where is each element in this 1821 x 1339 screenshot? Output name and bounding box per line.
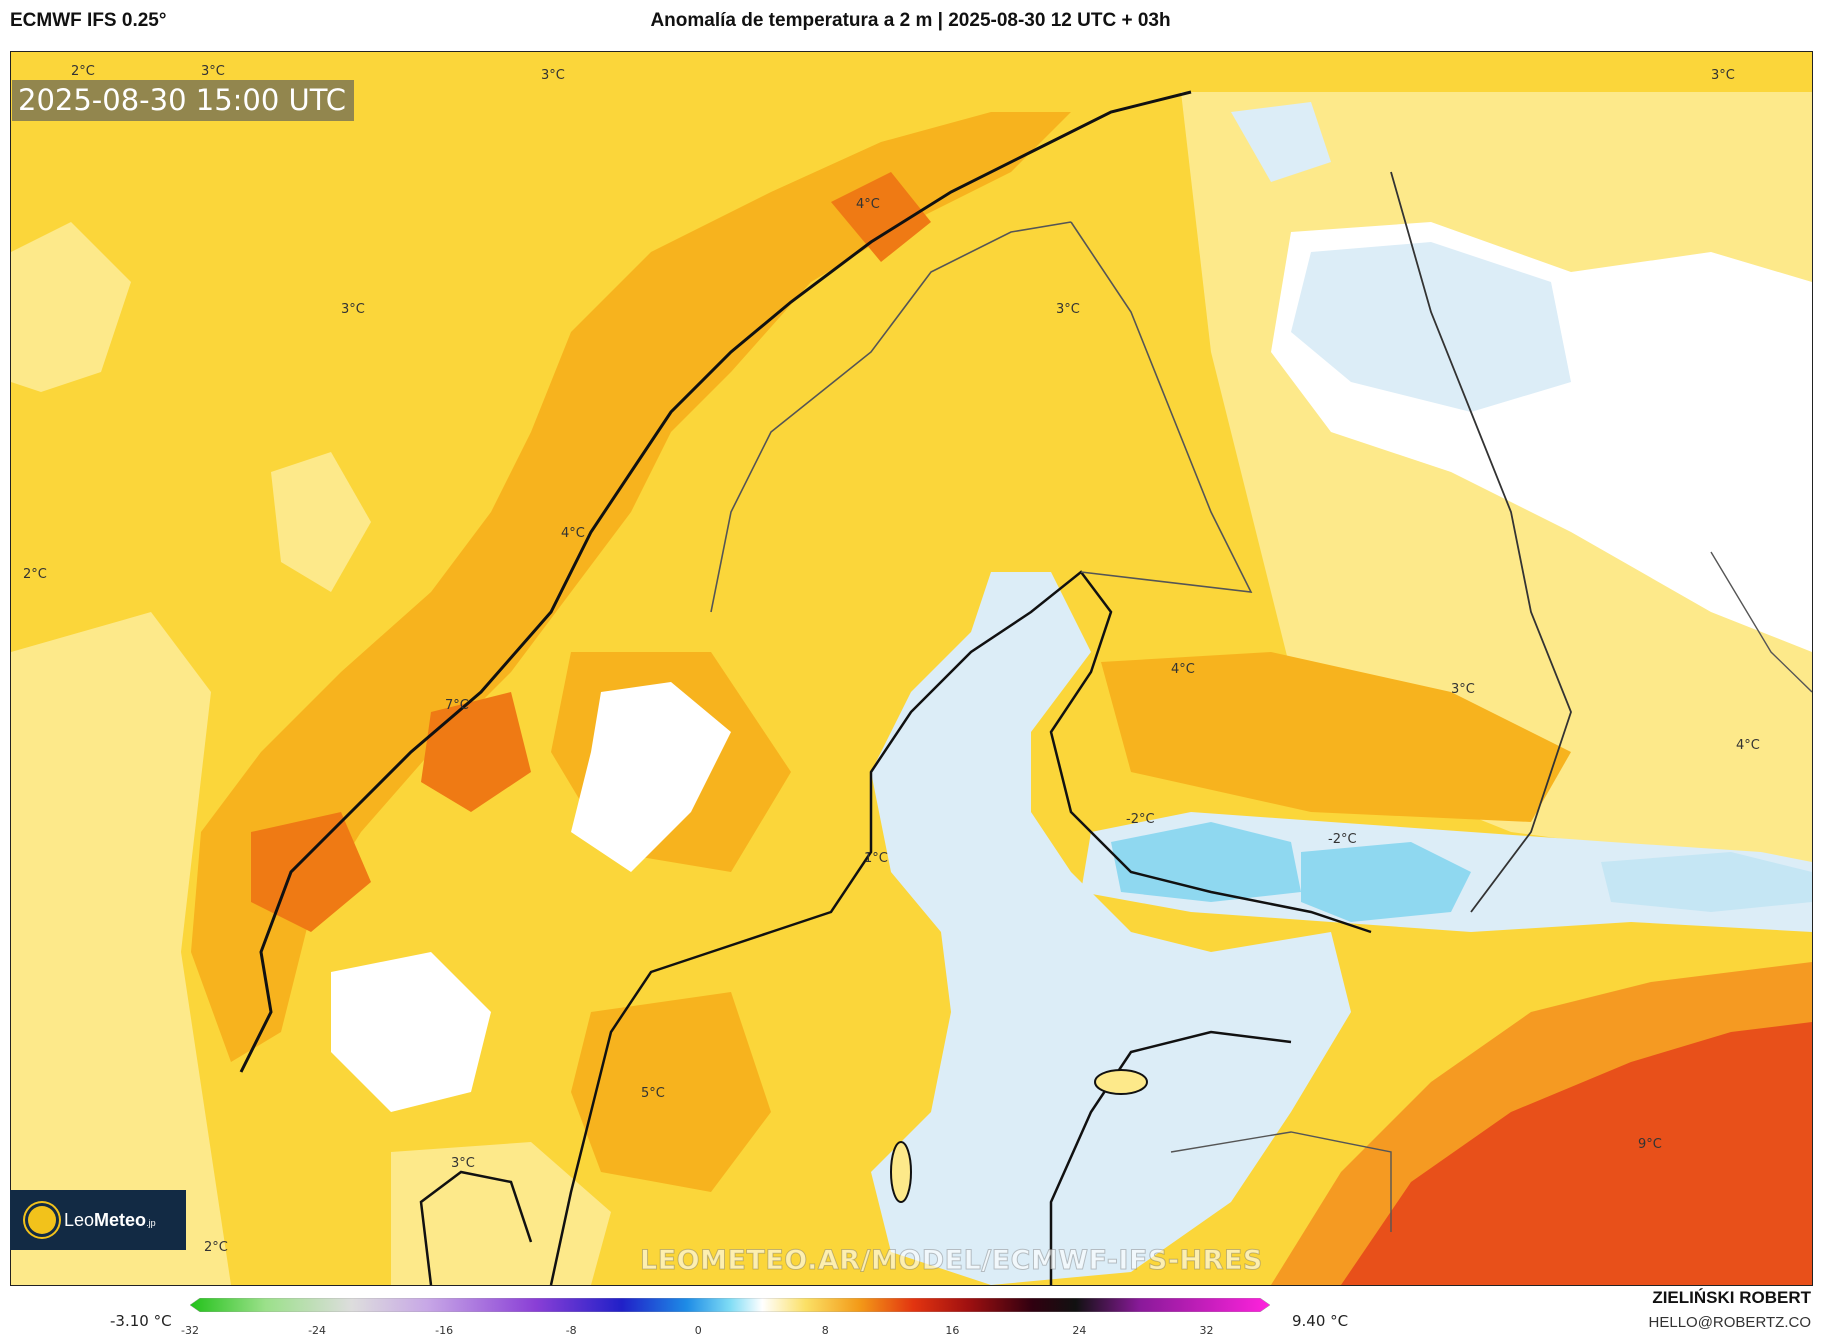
island-gotland (890, 1141, 912, 1203)
colorbar-tick: -32 (181, 1324, 199, 1337)
colorbar-tick: 0 (694, 1324, 702, 1337)
coastline-denmark (419, 1170, 533, 1285)
colorbar-tick: 8 (821, 1324, 829, 1337)
logo-part2: Meteo (94, 1209, 147, 1230)
border-sweden-finland (1070, 221, 1253, 593)
field-hot (1341, 1022, 1812, 1285)
field-cold (1111, 822, 1301, 902)
author-email[interactable]: HELLO@ROBERTZ.CO (1648, 1314, 1811, 1331)
colorbar (190, 1298, 1270, 1312)
colorbar-tick: -8 (565, 1324, 577, 1337)
contour-label: 4°C (856, 197, 880, 212)
colorbar-tick: -24 (308, 1324, 327, 1337)
field-baltic (871, 572, 1351, 1285)
contour-label: 3°C (451, 1156, 475, 1171)
model-name: ECMWF IFS 0.25° (10, 10, 167, 31)
contour-label: 4°C (1736, 738, 1760, 753)
colorbar-tick: -16 (435, 1324, 454, 1337)
field-cold (1301, 842, 1471, 922)
contour-label: 3°C (1711, 68, 1735, 83)
field-pale (11, 612, 231, 1285)
contour-label: 3°C (541, 68, 565, 83)
colorbar-max-label: 9.40 °C (1292, 1312, 1349, 1330)
field-pale (271, 452, 371, 592)
field-zero (331, 952, 491, 1112)
weather-map[interactable]: 2°C 3°C 3°C 3°C 3°C 3°C 4°C 4°C 2°C 7°C … (10, 51, 1813, 1286)
border-norway-sweden (710, 221, 1072, 613)
colorbar-tick: 16 (945, 1324, 960, 1337)
contour-label: 2°C (204, 1240, 228, 1255)
map-title: Anomalía de temperatura a 2 m | 2025-08-… (650, 10, 1171, 31)
contour-label: 2°C (71, 64, 95, 79)
field-cool (1231, 102, 1331, 182)
logo-text: LeoMeteo.jp (64, 1210, 156, 1231)
field-pale (391, 1142, 611, 1285)
contour-label: 3°C (341, 302, 365, 317)
logo-part1: Leo (64, 1209, 95, 1230)
contour-label: -2°C (1126, 812, 1155, 827)
field-zero (571, 682, 731, 872)
contour-label: 7°C (445, 698, 469, 713)
valid-time-badge: 2025-08-30 15:00 UTC (12, 80, 355, 121)
field-pale (11, 222, 131, 392)
coastline-baltic (549, 570, 1372, 1285)
field-orange (571, 992, 771, 1192)
contour-label: -2°C (1328, 832, 1357, 847)
border-finland-russia (1390, 171, 1572, 913)
island-saaremaa (1094, 1069, 1148, 1095)
author-name: ZIELIŃSKI ROBERT (1652, 1288, 1811, 1307)
field-orange (191, 112, 1071, 1062)
watermark-url: LEOMETEO.AR/MODEL/ECMWF-IFS-HRES (640, 1245, 1263, 1277)
contour-label: 2°C (23, 567, 47, 582)
field-strong (831, 172, 931, 262)
border-baltic-states (1170, 1131, 1392, 1232)
contour-label: 9°C (1638, 1137, 1662, 1152)
contour-label: 3°C (1451, 682, 1475, 697)
sun-icon (28, 1206, 56, 1234)
contour-label: 1°C (864, 851, 888, 866)
logo-suffix: .jp (146, 1217, 156, 1228)
colorbar-min-label: -3.10 °C (110, 1312, 172, 1330)
field-strong (421, 692, 531, 812)
anomaly-field (11, 52, 1812, 1285)
contour-label: 3°C (1056, 302, 1080, 317)
colorbar-gradient (190, 1298, 1270, 1312)
leometeo-logo[interactable]: LeoMeteo.jp (10, 1190, 186, 1250)
field-cool (1291, 242, 1571, 412)
contour-label: 5°C (641, 1086, 665, 1101)
contour-label: 4°C (561, 526, 585, 541)
border-russia-region (1710, 551, 1812, 693)
contour-label: 3°C (201, 64, 225, 79)
colorbar-tick: 32 (1199, 1324, 1214, 1337)
coastline-norway (239, 90, 1192, 1073)
colorbar-tick: 24 (1072, 1324, 1087, 1337)
contour-label: 4°C (1171, 662, 1195, 677)
field-orange (1101, 652, 1571, 822)
field-cold (1601, 852, 1812, 912)
